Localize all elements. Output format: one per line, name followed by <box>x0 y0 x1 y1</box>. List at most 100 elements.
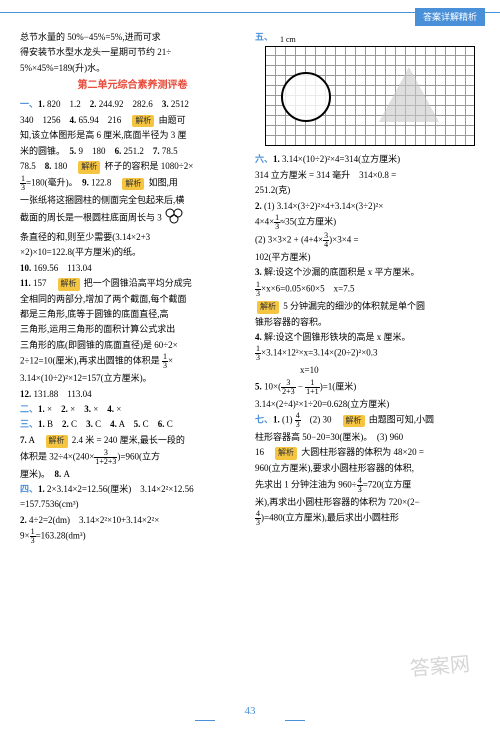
answer: 820 1.2 <box>47 99 81 109</box>
text-line: 三角形,运用三角形的面积计算公式求出 <box>20 322 245 336</box>
text-line: 锥形容器的容积。 <box>255 315 480 329</box>
grid-diagram <box>265 46 475 146</box>
text-line: 条直径的和,则至少需要(3.14×2+3 <box>20 230 245 244</box>
section-num: 三、 <box>20 419 38 429</box>
text-line: 3.14×(2÷4)²×1÷20=0.628(立方厘米) <box>255 397 480 411</box>
answer-row: 米的圆锥。 5. 9 180 6. 251.2 7. 78.5 <box>20 144 245 158</box>
answer: × <box>47 404 52 414</box>
q-num: 4. <box>70 115 77 125</box>
analysis-tag: 解析 <box>132 115 154 128</box>
text: 由题可 <box>159 115 186 125</box>
answer: 180 <box>54 161 68 171</box>
text-line: ×2)×10=122.8(平方厘米)的纸。 <box>20 245 245 259</box>
q-num: 7. <box>153 146 160 156</box>
answer: B <box>47 419 53 429</box>
fraction: 11+1 <box>305 379 320 396</box>
text-line: 米),再求出小圆柱形容器的体积为 720×(2− <box>255 495 480 509</box>
q-num: 1. <box>273 415 280 425</box>
text-line: 3.14×(10÷2)²×12=157(立方厘米)。 <box>20 371 245 385</box>
text: 把一个圆锥沿高平均分成完 <box>84 278 192 288</box>
text-line: x=10 <box>255 363 480 377</box>
analysis-tag: 解析 <box>46 435 68 448</box>
answer: 157 <box>33 278 47 288</box>
right-column: 五、 1 cm 六、1. 3.14×(10÷2)²×4=314(立方厘米) 31… <box>255 30 480 546</box>
answer-row: 78.5 8. 180 解析 杯子的容积是 1080÷2× <box>20 159 245 174</box>
answer: A <box>29 435 35 445</box>
text-line: 13×x×6=0.05×60×5 x=7.5 <box>255 281 480 298</box>
answer: C <box>143 419 149 429</box>
text-line: 102(平方厘米) <box>255 250 480 264</box>
text: (1) 3.14×(3÷2)²×4+3.14×(3÷2)²× <box>264 201 383 211</box>
answer: C <box>95 419 101 429</box>
answer: 2512 <box>171 99 189 109</box>
text-line: 体积是 32÷4×(240×31+2+3)=960(立方 <box>20 449 245 466</box>
text-line: 5%×45%=189(升)水。 <box>20 61 245 75</box>
text-line: 都是三角形,底等于圆锥的底面直径,高 <box>20 307 245 321</box>
answer: 244.92 282.6 <box>99 99 153 109</box>
text-line: 9×13=163.28(dm³) <box>20 528 245 545</box>
text: =180(毫升)。 <box>26 178 73 188</box>
text: 4÷2=2(dm) 3.14×2²×10+3.14×2²× <box>29 515 159 525</box>
q-num: 7. <box>20 435 27 445</box>
text: 3.14×(10÷2)²×4=314(立方厘米) <box>282 154 400 164</box>
fraction: 32+3 <box>281 379 296 396</box>
answer: 340 1256 <box>20 115 61 125</box>
text-line: 全相同的两部分,增加了两个截面,每个截面 <box>20 292 245 306</box>
answer: C <box>167 419 173 429</box>
text-line: 截面的周长是一根圆柱底面周长与 3 <box>20 208 245 228</box>
answer: × <box>116 404 121 414</box>
text-line: 总节水量的 50%−45%=5%,进而可求 <box>20 30 245 44</box>
q-num: 1. <box>38 404 45 414</box>
answer: A <box>119 419 125 429</box>
analysis-tag: 解析 <box>122 178 144 191</box>
q-num: 6. <box>158 419 165 429</box>
text: 5 分钟漏完的细沙的体积就是单个圆 <box>283 301 425 311</box>
answer: 65.94 216 <box>79 115 122 125</box>
q-num: 12. <box>20 389 31 399</box>
answer: 78.5 <box>162 146 178 156</box>
section-num: 六、 <box>255 154 273 164</box>
text: 米的圆锥。 <box>20 146 61 156</box>
answer: × <box>93 404 98 414</box>
q-num: 10. <box>20 263 31 273</box>
text: 2.4 米 = 240 厘米,最长一段的 <box>72 435 185 445</box>
q-num: 1. <box>38 99 45 109</box>
text-line: (2) 3×3×2 + (4+4×34)×3×4 = <box>255 232 480 249</box>
q-num: 3. <box>162 99 169 109</box>
q-num: 5. <box>70 146 77 156</box>
q-num: 2. <box>20 515 27 525</box>
cone-shape <box>379 67 439 122</box>
text-line: 2÷12=10(厘米),再求出圆锥的体积是 13× <box>20 353 245 370</box>
answer: 78.5 <box>20 161 36 171</box>
analysis-tag: 解析 <box>343 415 365 428</box>
text: 如图,用 <box>149 178 178 188</box>
answer: C <box>71 419 77 429</box>
text-line: =157.7536(cm³) <box>20 497 245 511</box>
text: 解:设这个圆锥形铁块的高是 x 厘米。 <box>264 332 411 342</box>
q-num: 4. <box>255 332 262 342</box>
q-num: 2. <box>62 419 69 429</box>
text: 2×3.14×2=12.56(厘米) 3.14×2²×12.56 <box>47 484 194 494</box>
q-num: 8. <box>55 469 62 479</box>
answer-row: 2. (1) 3.14×(3÷2)²×4+3.14×(3÷2)²× <box>255 199 480 213</box>
q-num: 4. <box>107 404 114 414</box>
answer-row: 三、1. B 2. C 3. C 4. A 5. C 6. C <box>20 417 245 431</box>
answer-row: 4. 解:设这个圆锥形铁块的高是 x 厘米。 <box>255 330 480 344</box>
answer-row: 厘米)。 8. A <box>20 467 245 481</box>
answer: 122.8 <box>91 178 111 188</box>
text-line: 柱形容器高 50−20=30(厘米)。 (3) 960 <box>255 430 480 444</box>
q-num: 1. <box>38 484 45 494</box>
text-line: 4×4×13≈35(立方厘米) <box>255 214 480 231</box>
answer: 131.88 113.04 <box>34 389 92 399</box>
answer-row: 340 1256 4. 65.94 216 解析 由题可 <box>20 113 245 128</box>
circle-shape <box>281 72 331 122</box>
analysis-tag: 解析 <box>78 161 100 174</box>
answer-row: 一、1. 820 1.2 2. 244.92 282.6 3. 2512 <box>20 97 245 111</box>
answer: 9 180 <box>79 146 106 156</box>
q-num: 3. <box>84 404 91 414</box>
section-num: 七、 <box>255 415 273 425</box>
q-num: 5. <box>134 419 141 429</box>
q-num: 2. <box>90 99 97 109</box>
text-line: 知,该立体图形是高 6 厘米,底面半径为 3 厘 <box>20 128 245 142</box>
q-num: 2. <box>61 404 68 414</box>
